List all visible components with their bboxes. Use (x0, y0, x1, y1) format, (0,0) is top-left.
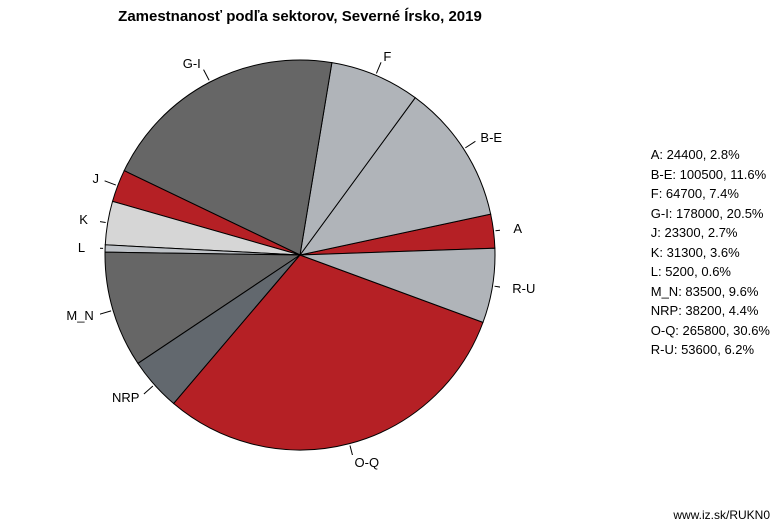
legend-item-K: K: 31300, 3.6% (651, 243, 770, 263)
legend-item-O-Q: O-Q: 265800, 30.6% (651, 321, 770, 341)
slice-label-J: J (93, 171, 100, 186)
legend-item-R-U: R-U: 53600, 6.2% (651, 340, 770, 360)
slice-label-F: F (383, 49, 391, 64)
slice-label-NRP: NRP (112, 390, 139, 405)
legend-item-NRP: NRP: 38200, 4.4% (651, 301, 770, 321)
legend-item-B-E: B-E: 100500, 11.6% (651, 165, 770, 185)
legend-item-L: L: 5200, 0.6% (651, 262, 770, 282)
legend: A: 24400, 2.8%B-E: 100500, 11.6%F: 64700… (651, 145, 770, 360)
legend-item-M_N: M_N: 83500, 9.6% (651, 282, 770, 302)
slice-label-A: A (513, 221, 522, 236)
slice-label-R-U: R-U (512, 281, 535, 296)
slice-label-K: K (79, 212, 88, 227)
legend-item-A: A: 24400, 2.8% (651, 145, 770, 165)
legend-item-G-I: G-I: 178000, 20.5% (651, 204, 770, 224)
slice-label-B-E: B-E (480, 130, 502, 145)
slice-label-M_N: M_N (66, 308, 93, 323)
chart-container: Zamestnanosť podľa sektorov, Severné Írs… (0, 0, 782, 532)
legend-item-J: J: 23300, 2.7% (651, 223, 770, 243)
slice-label-O-Q: O-Q (355, 455, 380, 470)
pie-chart (100, 55, 500, 455)
slice-label-G-I: G-I (183, 56, 201, 71)
chart-title: Zamestnanosť podľa sektorov, Severné Írs… (0, 8, 600, 25)
slice-label-L: L (78, 240, 85, 255)
legend-item-F: F: 64700, 7.4% (651, 184, 770, 204)
source-footer: www.iz.sk/RUKN0 (673, 508, 770, 522)
